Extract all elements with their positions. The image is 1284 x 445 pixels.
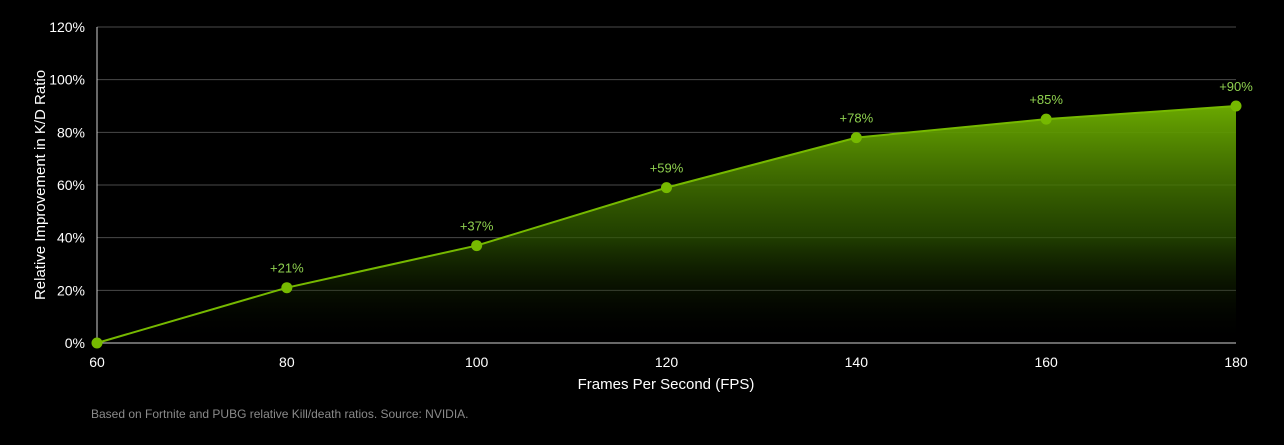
footnote: Based on Fortnite and PUBG relative Kill… xyxy=(91,407,469,421)
data-label-160: +85% xyxy=(1029,92,1063,107)
x-tick-label-5: 160 xyxy=(1034,354,1058,370)
x-tick-label-2: 100 xyxy=(465,354,489,370)
x-tick-label-1: 80 xyxy=(279,354,295,370)
y-tick-label-4: 80% xyxy=(57,124,85,140)
data-point-60 xyxy=(91,337,103,349)
data-point-80 xyxy=(281,282,293,294)
x-tick-label-4: 140 xyxy=(845,354,869,370)
data-point-120 xyxy=(661,182,672,194)
x-tick-label-6: 180 xyxy=(1224,354,1248,370)
data-label-140: +78% xyxy=(840,111,874,126)
data-label-80: +21% xyxy=(270,261,304,276)
y-tick-label-6: 120% xyxy=(49,19,85,35)
data-point-180 xyxy=(1230,100,1242,112)
x-tick-labels: 60 80 100 120 140 160 180 xyxy=(89,354,1248,370)
data-points xyxy=(91,100,1242,349)
y-tick-label-1: 20% xyxy=(57,282,85,298)
data-label-180: +90% xyxy=(1219,79,1253,94)
data-point-140 xyxy=(850,132,862,144)
area-fill xyxy=(97,106,1236,343)
y-axis-title: Relative Improvement in K/D Ratio xyxy=(32,70,49,300)
data-labels: +21% +37% +59% +78% +85% +90% xyxy=(270,79,1253,276)
y-tick-labels: 0% 20% 40% 60% 80% 100% 120% xyxy=(49,19,85,351)
data-label-100: +37% xyxy=(460,219,494,234)
y-tick-label-2: 40% xyxy=(57,230,85,246)
x-tick-label-3: 120 xyxy=(655,354,679,370)
axes xyxy=(96,27,1236,344)
data-point-100 xyxy=(471,240,483,252)
x-axis-title: Frames Per Second (FPS) xyxy=(578,376,755,393)
x-tick-label-0: 60 xyxy=(89,354,105,370)
data-label-120: +59% xyxy=(650,161,684,176)
data-point-160 xyxy=(1040,113,1052,125)
y-tick-label-0: 0% xyxy=(65,335,85,351)
y-tick-label-5: 100% xyxy=(49,72,85,88)
area-path xyxy=(97,106,1236,343)
y-tick-label-3: 60% xyxy=(57,177,85,193)
